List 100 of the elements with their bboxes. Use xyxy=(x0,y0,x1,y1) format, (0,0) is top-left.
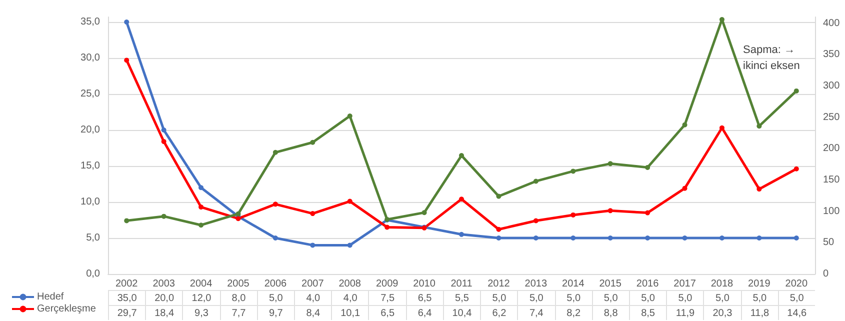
point xyxy=(347,114,352,119)
point xyxy=(236,216,241,222)
point xyxy=(533,236,538,241)
data-label: 14,6 xyxy=(778,305,815,320)
legend-label: Gerçekleşme xyxy=(37,304,96,314)
data-label: 20,3 xyxy=(703,305,741,320)
data-label: 18,4 xyxy=(145,305,182,320)
x-tick-label: 2009 xyxy=(376,278,399,290)
data-label: 20,0 xyxy=(145,290,182,305)
point xyxy=(645,164,650,170)
x-tick-label: 2008 xyxy=(338,278,362,290)
x-tick-label: 2020 xyxy=(785,278,808,290)
point xyxy=(496,236,502,241)
point xyxy=(161,214,166,219)
point xyxy=(719,236,724,241)
y-tick-label: 25,0 xyxy=(80,88,100,100)
data-label: 12,0 xyxy=(182,290,220,305)
data-label: 7,4 xyxy=(517,305,555,320)
y2-tick-label: 400 xyxy=(823,18,840,29)
y-tick-label: 20,0 xyxy=(80,124,100,136)
data-label: 11,9 xyxy=(666,305,704,320)
y2-tick-label: 300 xyxy=(823,80,840,92)
data-label: 5,0 xyxy=(517,290,555,305)
legend-label: Hedef xyxy=(37,292,64,302)
point xyxy=(124,58,130,63)
point xyxy=(272,202,278,207)
point xyxy=(459,232,464,237)
y2-tick-label: 350 xyxy=(823,49,840,60)
y2-tick-label: 100 xyxy=(823,206,840,217)
point xyxy=(272,150,278,155)
y-tick-label: 5,0 xyxy=(86,232,100,244)
point xyxy=(645,236,650,241)
x-tick-label: 2013 xyxy=(524,278,548,290)
data-label: 6,4 xyxy=(406,305,443,320)
x-tick-label: 2014 xyxy=(562,278,585,290)
data-label: 4,0 xyxy=(294,290,332,305)
data-label: 5,0 xyxy=(703,290,741,305)
data-label: 6,5 xyxy=(368,305,406,320)
point xyxy=(459,153,464,158)
data-label: 35,0 xyxy=(108,290,146,305)
point xyxy=(608,208,613,214)
data-label: 8,0 xyxy=(220,290,257,305)
y2-tick-label: 200 xyxy=(823,143,840,154)
point xyxy=(422,210,427,216)
y2-tick-label: 0 xyxy=(823,268,829,280)
annotation: Sapma: → ikinci eksen xyxy=(743,44,800,72)
point xyxy=(608,236,613,241)
data-label: 4,0 xyxy=(331,290,368,305)
data-label: 10,4 xyxy=(442,305,480,320)
point xyxy=(198,204,204,210)
data-label: 5,0 xyxy=(256,290,294,305)
data-label: 5,0 xyxy=(666,290,704,305)
point xyxy=(570,212,576,218)
data-label: 10,1 xyxy=(331,305,368,320)
data-label: 5,0 xyxy=(480,290,518,305)
point xyxy=(756,186,762,192)
point xyxy=(645,210,650,216)
y2-tick-label: 50 xyxy=(823,237,835,248)
data-label: 8,4 xyxy=(294,305,332,320)
data-label: 5,0 xyxy=(554,290,592,305)
x-tick-label: 2004 xyxy=(190,278,213,290)
data-label: 6,2 xyxy=(480,305,518,320)
data-label: 7,7 xyxy=(220,305,257,320)
point xyxy=(272,236,278,241)
point xyxy=(236,211,241,216)
data-label: 9,7 xyxy=(256,305,294,320)
data-label: 6,5 xyxy=(406,290,443,305)
y-tick-label: 30,0 xyxy=(80,52,100,64)
data-label: 11,8 xyxy=(740,305,778,320)
point xyxy=(570,236,576,241)
data-label: 5,0 xyxy=(778,290,815,305)
point xyxy=(310,242,316,248)
point xyxy=(794,236,799,241)
point xyxy=(347,198,352,204)
x-tick-label: 2006 xyxy=(264,278,288,290)
point xyxy=(719,125,724,130)
point xyxy=(756,124,762,129)
data-label: 29,7 xyxy=(108,305,146,320)
data-label: 8,5 xyxy=(628,305,666,320)
point xyxy=(198,185,204,190)
point xyxy=(161,128,166,133)
point xyxy=(682,236,688,241)
point xyxy=(310,211,316,216)
y-tick-label: 15,0 xyxy=(80,160,100,172)
point xyxy=(794,88,799,94)
point xyxy=(496,194,502,199)
point xyxy=(533,218,538,224)
data-label: 5,5 xyxy=(442,290,480,305)
x-tick-label: 2015 xyxy=(599,278,622,290)
point xyxy=(161,139,166,144)
x-tick-label: 2016 xyxy=(636,278,660,290)
point xyxy=(124,20,130,25)
point xyxy=(682,122,688,128)
point xyxy=(310,140,316,145)
x-tick-label: 2007 xyxy=(302,278,324,290)
point xyxy=(347,242,352,248)
data-label: 5,0 xyxy=(592,290,629,305)
point xyxy=(608,161,613,166)
x-tick-label: 2005 xyxy=(227,278,250,290)
y-tick-label: 35,0 xyxy=(80,16,100,28)
